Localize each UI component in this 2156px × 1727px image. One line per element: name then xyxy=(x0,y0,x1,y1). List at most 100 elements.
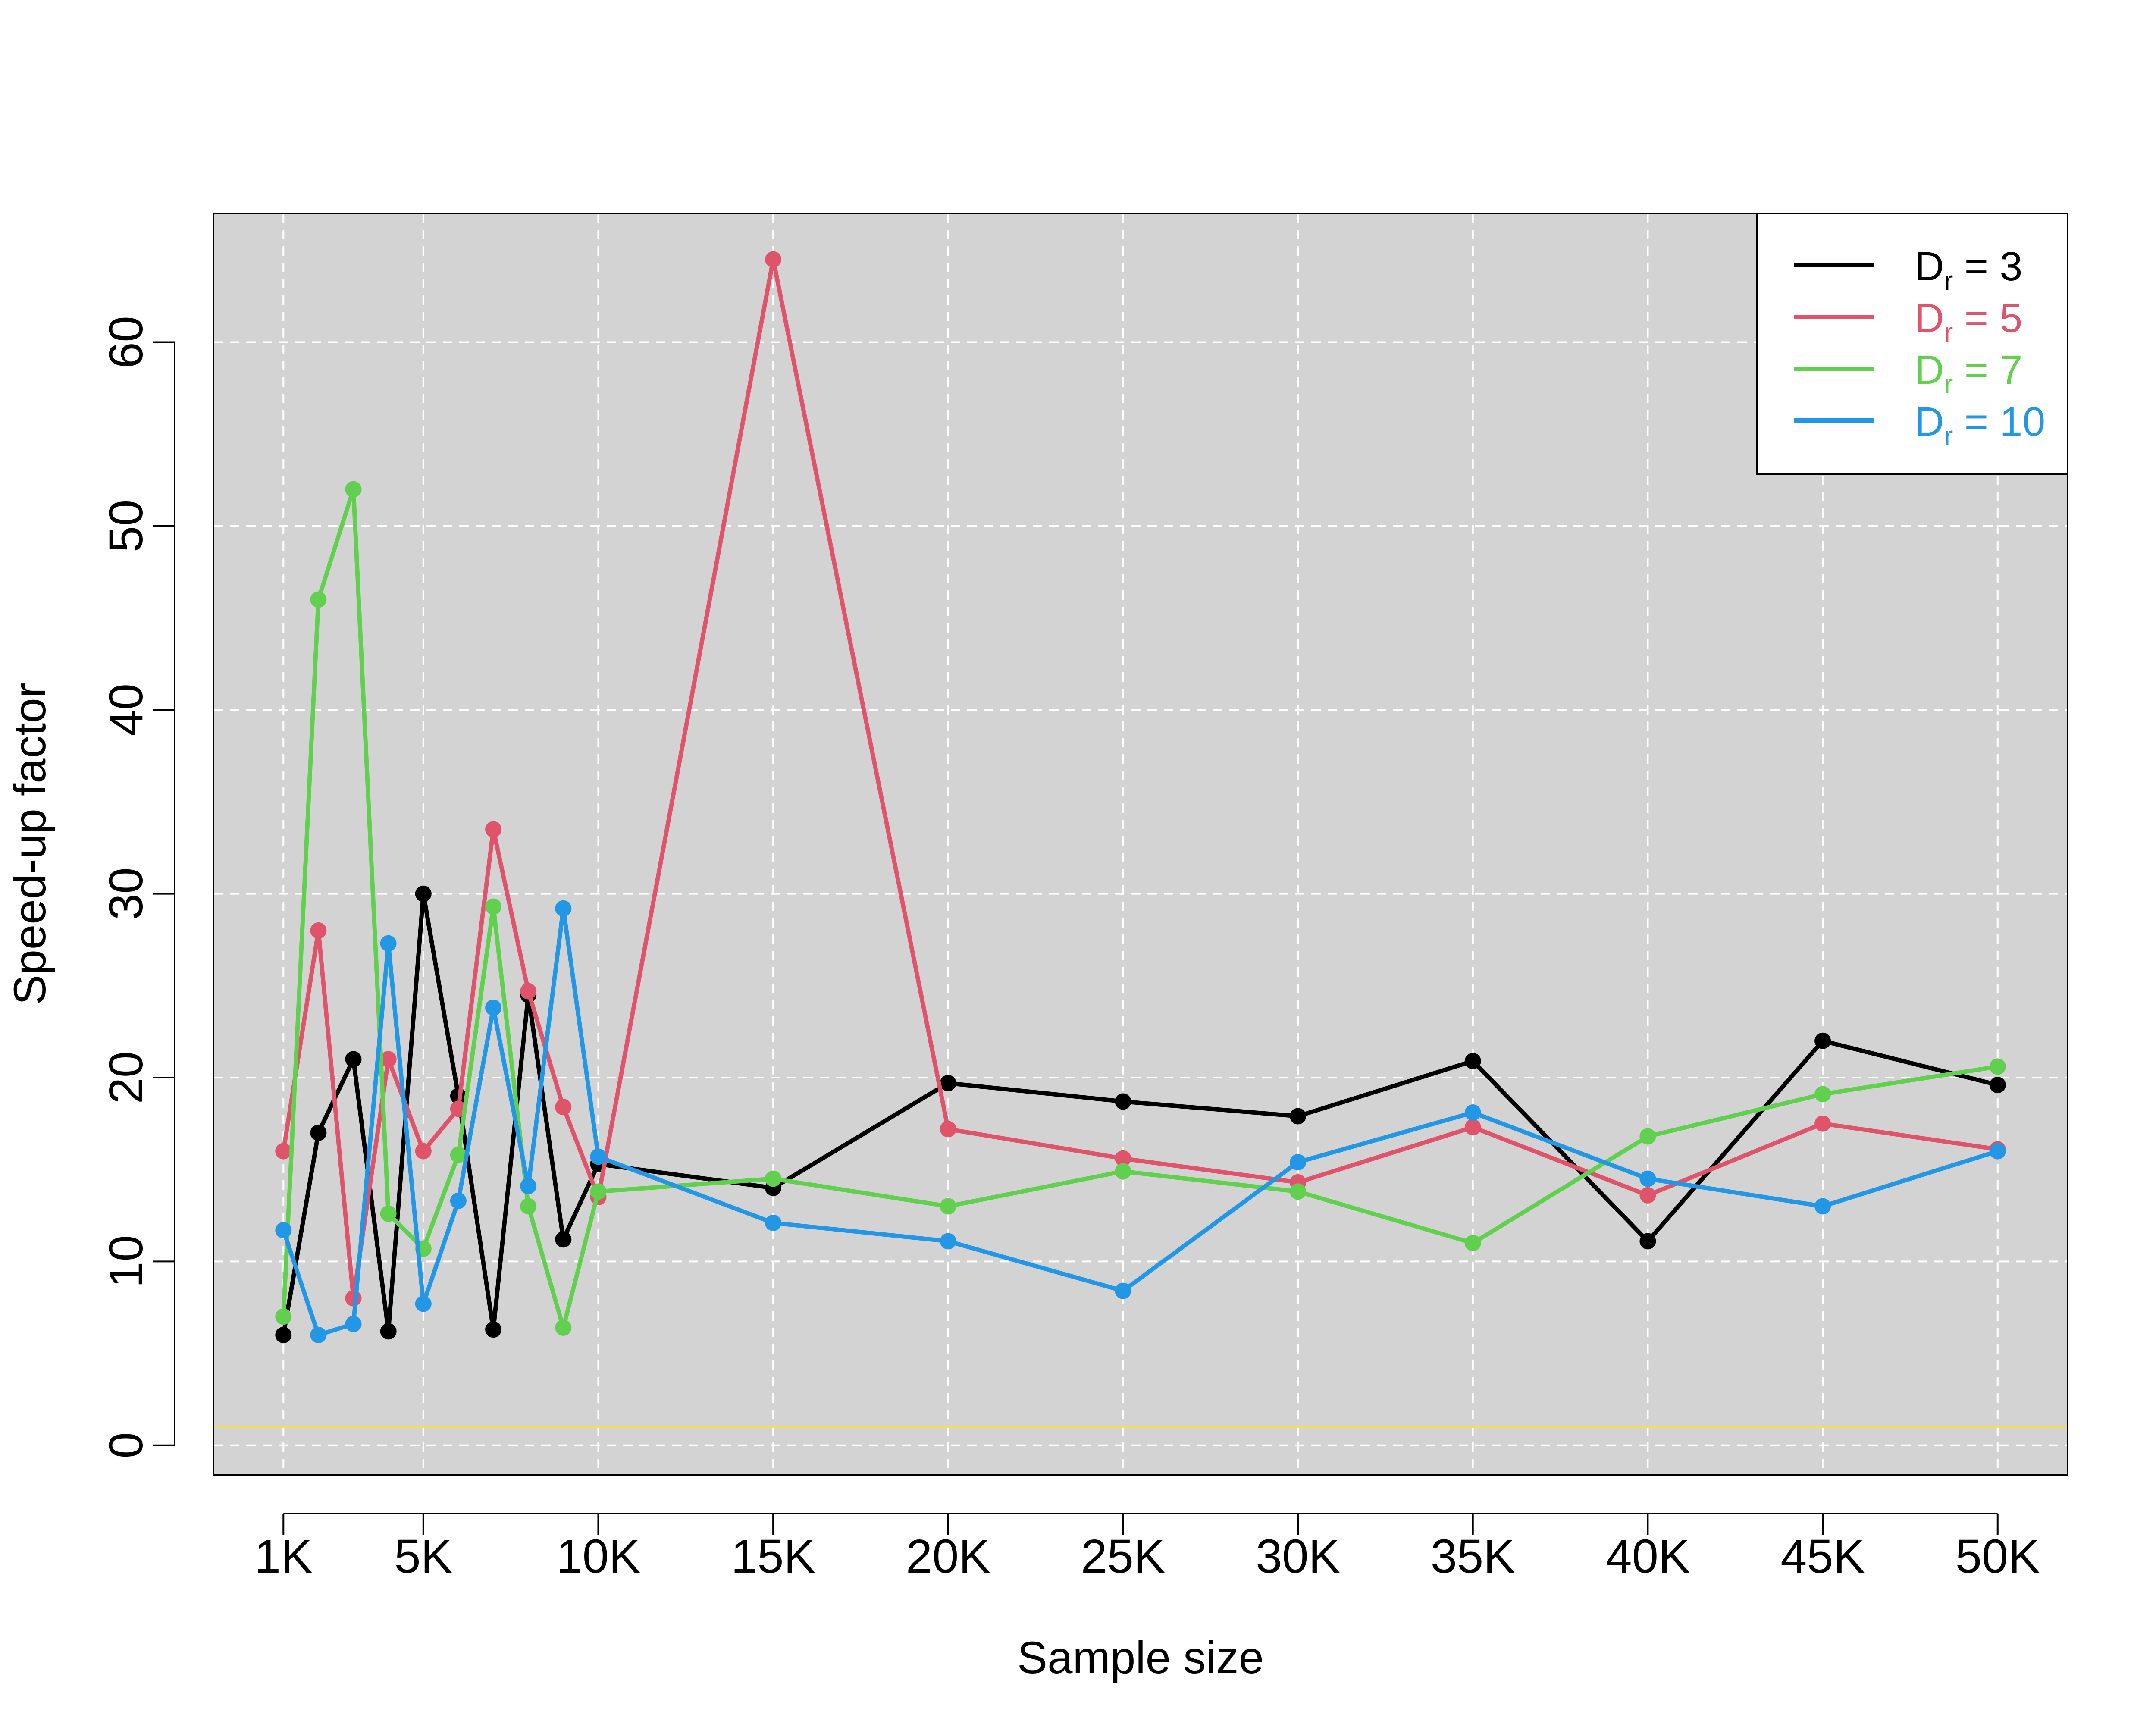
data-point xyxy=(555,1231,572,1248)
data-point xyxy=(1464,1053,1481,1069)
series-line xyxy=(281,487,1998,1330)
data-point xyxy=(555,1319,572,1336)
data-point xyxy=(1639,1170,1656,1187)
data-point xyxy=(1290,1154,1307,1171)
y-tick-label: 60 xyxy=(100,316,153,368)
y-tick-label: 10 xyxy=(100,1235,153,1288)
x-axis-title: Sample size xyxy=(1017,1633,1264,1683)
series-line xyxy=(281,891,1998,1335)
data-point xyxy=(765,1214,782,1231)
data-point xyxy=(380,1205,397,1222)
data-point xyxy=(940,1121,956,1138)
data-point xyxy=(485,999,502,1016)
data-point xyxy=(275,1143,292,1160)
legend-label: Dr = 10 xyxy=(1915,399,2045,451)
series-line xyxy=(281,906,1999,1337)
data-point xyxy=(485,898,502,915)
series-layer xyxy=(275,251,2006,1343)
data-point xyxy=(765,1170,782,1187)
data-point xyxy=(380,1323,397,1340)
legend: Dr = 3Dr = 5Dr = 7Dr = 10 xyxy=(1756,213,2068,475)
data-point xyxy=(275,1326,292,1343)
data-point xyxy=(1639,1128,1656,1145)
y-axis-title: Speed-up factor xyxy=(5,683,55,1005)
data-point xyxy=(1814,1086,1831,1103)
data-point xyxy=(275,1308,292,1325)
data-point xyxy=(310,591,327,608)
data-point xyxy=(1989,1077,2006,1094)
data-point xyxy=(415,885,432,902)
data-point xyxy=(310,1326,327,1343)
data-point xyxy=(590,1183,607,1200)
data-point xyxy=(590,1148,607,1165)
data-point xyxy=(940,1198,956,1215)
data-point xyxy=(1464,1104,1481,1121)
x-tick-label: 10K xyxy=(556,1530,641,1583)
series-group xyxy=(275,900,2006,1343)
data-point xyxy=(520,1178,537,1194)
data-point xyxy=(1464,1235,1481,1251)
data-point xyxy=(555,1099,572,1116)
data-point xyxy=(345,481,362,498)
data-point xyxy=(485,1321,502,1338)
data-point xyxy=(1989,1143,2006,1160)
data-point xyxy=(1814,1032,1831,1049)
series-group xyxy=(275,481,2006,1336)
data-point xyxy=(1639,1187,1656,1204)
data-point xyxy=(520,983,537,1000)
data-point xyxy=(345,1316,362,1332)
data-point xyxy=(520,1198,537,1215)
axes: 1K 5K 10K 15K 20K 25K 30K 35K 40K 45K 50K 0 10 20 30 40… xyxy=(100,316,2040,1583)
data-point xyxy=(1290,1108,1307,1125)
x-tick-label: 40K xyxy=(1606,1530,1690,1583)
data-point xyxy=(1464,1119,1481,1136)
data-point xyxy=(1115,1163,1131,1180)
x-tick-label: 45K xyxy=(1780,1530,1865,1583)
legend-label: Dr = 7 xyxy=(1915,347,2022,399)
y-tick-label: 30 xyxy=(100,867,153,920)
data-point xyxy=(1814,1115,1831,1132)
y-tick-label: 50 xyxy=(100,500,153,552)
data-point xyxy=(485,821,502,838)
x-tick-label: 15K xyxy=(731,1530,815,1583)
data-point xyxy=(1639,1233,1656,1250)
data-point xyxy=(1989,1058,2006,1075)
data-point xyxy=(765,251,782,268)
data-point xyxy=(310,1124,327,1141)
y-tick-label: 40 xyxy=(100,683,153,736)
y-tick-label: 0 xyxy=(100,1432,153,1458)
data-point xyxy=(1115,1282,1131,1299)
data-point xyxy=(1115,1150,1131,1167)
x-tick-label: 25K xyxy=(1081,1530,1166,1583)
x-tick-label: 35K xyxy=(1431,1530,1515,1583)
data-point xyxy=(450,1192,467,1209)
data-point xyxy=(940,1233,956,1250)
x-tick-label: 1K xyxy=(254,1530,313,1583)
plot-frame xyxy=(213,213,2068,1476)
data-point xyxy=(380,935,397,952)
data-point xyxy=(380,1051,397,1068)
data-point xyxy=(415,1295,432,1312)
x-tick-label: 50K xyxy=(1955,1530,2040,1583)
data-point xyxy=(450,1147,467,1163)
data-point xyxy=(555,900,572,917)
data-point xyxy=(345,1051,362,1068)
legend-box xyxy=(1756,213,2068,475)
legend-label: Dr = 5 xyxy=(1915,295,2022,348)
grid xyxy=(213,213,2068,1475)
data-point xyxy=(1814,1198,1831,1215)
y-tick-label: 20 xyxy=(100,1051,153,1104)
x-tick-label: 20K xyxy=(906,1530,990,1583)
data-point xyxy=(275,1222,292,1238)
series-group xyxy=(275,885,2006,1343)
x-tick-label: 30K xyxy=(1256,1530,1340,1583)
data-point xyxy=(1290,1183,1307,1200)
data-point xyxy=(940,1075,956,1091)
legend-label: Dr = 3 xyxy=(1915,244,2022,296)
x-tick-label: 5K xyxy=(395,1530,453,1583)
data-point xyxy=(415,1143,432,1160)
data-point xyxy=(310,922,327,939)
data-point xyxy=(1115,1093,1131,1110)
